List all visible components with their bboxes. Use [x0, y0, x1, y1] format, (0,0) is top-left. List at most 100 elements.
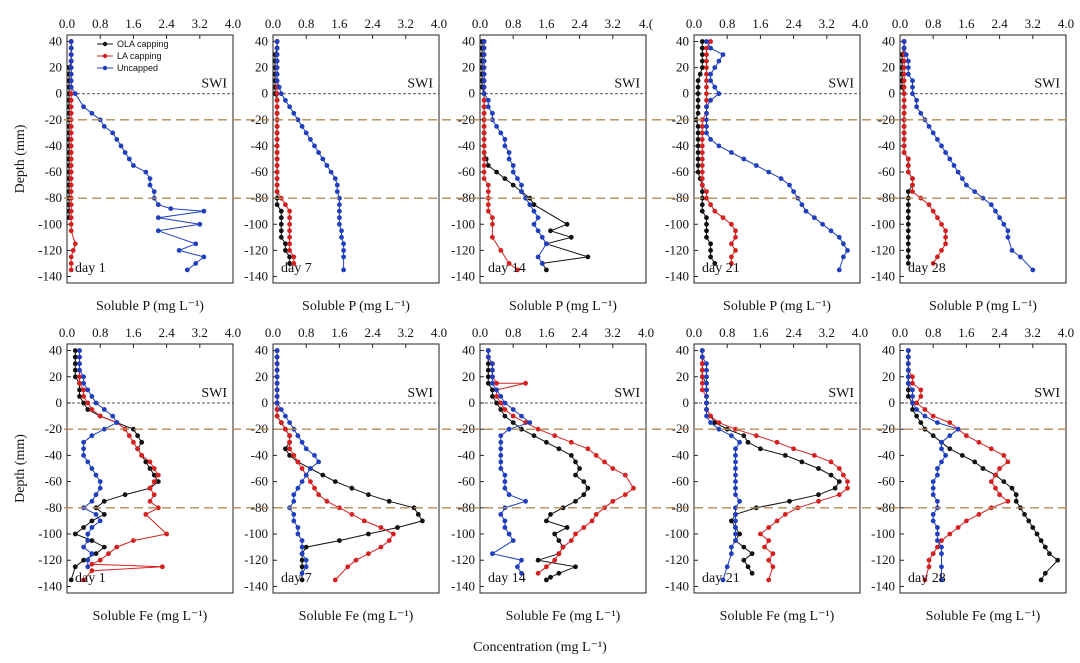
- soluble-p-panel-4-series-la-capping-point-34: [729, 261, 734, 266]
- soluble-fe-panel-2-series-uncapped-point-25: [291, 512, 297, 517]
- soluble-p-panel-5-series-uncapped-point-31: [1009, 248, 1015, 253]
- soluble-fe-panel-5-series-ola-capping-point-16: [959, 453, 965, 458]
- soluble-fe-panel-3-series-uncapped-point-27: [502, 525, 508, 530]
- soluble-p-panel-4-series-ola-capping-point-4: [699, 65, 705, 70]
- soluble-p-panel-1-series-uncapped-point-0: [68, 39, 74, 44]
- soluble-p-panel-4-xtick-label-5: 4.0: [852, 16, 868, 31]
- soluble-fe-panel-4-series-la-capping-point-17: [828, 459, 834, 465]
- soluble-fe-panel-4-series-uncapped-point-6: [704, 387, 709, 393]
- soluble-fe-panel-3-ytick-label-3: -20: [458, 421, 475, 436]
- soluble-p-panel-1-series-uncapped-point-29: [155, 228, 161, 234]
- soluble-fe-panel-4-series-ola-capping-point-32: [741, 557, 747, 563]
- soluble-fe-panel-5-series-uncapped-point-10: [922, 413, 928, 419]
- soluble-fe-panel-1-series-uncapped-point-26: [97, 518, 103, 524]
- soluble-fe-panel-3-day-label: day 14: [488, 571, 526, 586]
- soluble-p-panel-1: 0.0 0.8 1.6 2.4 3.2 4.0 40 20 0 -20 -40 -60 -80 -100 -…: [38, 16, 241, 314]
- soluble-fe-panel-2-series-uncapped-point-7: [274, 394, 280, 399]
- soluble-fe-panel-2-series-ola-capping-point-19: [320, 472, 326, 478]
- soluble-fe-panel-4-series-uncapped-point-7: [704, 394, 709, 399]
- soluble-fe-panel-4-series-ola-capping-point-30: [741, 544, 747, 550]
- soluble-fe-panel-2-series-ola-capping-point-29: [337, 538, 342, 543]
- soluble-fe-panel-2-series-uncapped-point-22: [291, 492, 297, 498]
- soluble-fe-panel-3-xtick-label-4: 3.2: [605, 325, 621, 340]
- soluble-p-panel-4-xtick-label-0: 0.0: [686, 16, 702, 31]
- soluble-p-panel-5-xtick-label-3: 2.4: [991, 16, 1008, 31]
- soluble-fe-panel-2-series-la-capping-point-22: [316, 492, 321, 498]
- soluble-fe-panel-4-xtick-label-0: 0.0: [686, 325, 702, 340]
- soluble-fe-panel-4-series-ola-capping-point-11: [712, 420, 718, 425]
- soluble-fe-panel-1-series-uncapped-point-29: [85, 538, 91, 543]
- soluble-fe-panel-1-series-ola-capping-point-27: [81, 525, 86, 530]
- soluble-p-panel-5-series-uncapped-point-9: [914, 97, 919, 103]
- soluble-fe-panel-4-series-la-capping-point-15: [791, 446, 796, 452]
- soluble-p-panel-4-series-la-capping-point-14: [699, 130, 705, 136]
- soluble-p-panel-4-series-uncapped-point-26: [803, 208, 809, 214]
- soluble-p-panel-5-series-la-capping-point-20: [905, 169, 911, 175]
- soluble-p-panel-2-series-uncapped-point-13: [299, 124, 305, 129]
- soluble-p-panel-3-series-ola-capping-point-28: [568, 234, 574, 240]
- soluble-fe-panel-5-series-la-capping-point-21: [993, 485, 998, 491]
- soluble-fe-panel-5-series-uncapped-point-11: [935, 420, 940, 425]
- soluble-p-panel-1-series-la-capping-point-14: [68, 130, 74, 136]
- soluble-p-panel-4-series-uncapped-point-11: [704, 110, 709, 116]
- soluble-p-panel-3-series-uncapped-point-2: [481, 52, 487, 57]
- soluble-fe-panel-2-series-la-capping-point-32: [353, 557, 359, 563]
- soluble-p-panel-5-series-la-capping-point-7: [901, 84, 907, 90]
- soluble-p-panel-4-series-la-capping-point-2: [704, 52, 709, 57]
- soluble-p-panel-5-series-la-capping-point-6: [901, 78, 907, 84]
- soluble-fe-panel-1-series-la-capping-point-7: [81, 394, 86, 399]
- soluble-fe-panel-3-series-ola-capping-point-18: [577, 466, 582, 471]
- soluble-p-panel-5-series-uncapped-point-22: [964, 182, 969, 188]
- soluble-fe-panel-5-series-uncapped-point-2: [905, 361, 911, 367]
- soluble-p-panel-4-series-la-capping-point-28: [729, 221, 734, 227]
- soluble-fe-panel-2-series-la-capping-point-26: [361, 518, 367, 524]
- soluble-fe-panel-2-series-uncapped-point-15: [303, 446, 309, 452]
- soluble-fe-panel-4-series-uncapped-point-18: [733, 466, 738, 471]
- soluble-p-panel-1-series-uncapped-point-8: [72, 91, 78, 97]
- soluble-fe-panel-2-series-uncapped-point-2: [274, 361, 280, 367]
- soluble-p-panel-3-series-la-capping-point-20: [481, 169, 487, 175]
- soluble-fe-panel-5-series-ola-capping-point-34: [1038, 577, 1044, 583]
- soluble-fe-panel-2-series-ola-capping-point-27: [395, 525, 400, 530]
- soluble-fe-panel-4-series-la-capping-point-27: [766, 525, 772, 530]
- soluble-p-panel-2-series-ola-capping-point-33: [287, 254, 292, 260]
- soluble-p-panel-4-series-ola-capping-point-1: [699, 45, 705, 51]
- soluble-fe-panel-5-xtick-label-3: 2.4: [991, 325, 1008, 340]
- soluble-p-panel-5-series-uncapped-point-2: [903, 52, 909, 57]
- soluble-p-panel-2-series-la-capping-point-32: [287, 248, 292, 253]
- soluble-fe-panel-1-series-uncapped-point-9: [101, 407, 107, 412]
- soluble-fe-panel-4-series-uncapped-point-2: [704, 361, 709, 367]
- soluble-fe-panel-1-series-ola-capping-point-3: [72, 367, 78, 373]
- soluble-p-panel-3-frame: [479, 34, 647, 284]
- soluble-fe-panel-3-series-uncapped-point-2: [490, 361, 495, 367]
- soluble-fe-panel-1-series-uncapped-point-12: [101, 426, 107, 432]
- soluble-fe-panel-4-series-ola-capping-point-18: [816, 466, 821, 471]
- soluble-fe-panel-4-series-uncapped-point-32: [724, 564, 730, 570]
- soluble-fe-panel-3-series-la-capping-point-32: [552, 557, 558, 563]
- soluble-p-panel-2-day-label: day 7: [281, 261, 312, 276]
- soluble-p-panel-3-series-la-capping-point-11: [481, 110, 487, 116]
- soluble-p-panel-1-series-uncapped-point-18: [131, 163, 136, 168]
- soluble-p-panel-5-series-ola-capping-point-33: [905, 254, 911, 260]
- soluble-fe-panel-5-series-ola-capping-point-10: [914, 413, 919, 419]
- soluble-fe-panel-4-series-la-capping-point-34: [766, 577, 772, 583]
- soluble-fe-panel-1-series-uncapped-point-32: [85, 557, 91, 563]
- soluble-fe-panel-2-series-la-capping-point-25: [349, 512, 355, 517]
- soluble-p-panel-2-series-uncapped-point-2: [274, 52, 280, 57]
- soluble-fe-panel-2-series-uncapped-point-3: [274, 367, 280, 373]
- soluble-fe-panel-5-series-uncapped-point-15: [939, 446, 944, 452]
- soluble-fe-panel-4-ytick-label-5: -60: [672, 474, 689, 489]
- soluble-p-panel-1-series-la-capping-point-27: [68, 215, 74, 221]
- soluble-fe-panel-4-series-ola-capping-point-14: [745, 439, 751, 445]
- soluble-fe-panel-2-series-uncapped-point-10: [283, 413, 288, 419]
- soluble-p-panel-3-series-uncapped-point-20: [510, 169, 516, 175]
- soluble-p-panel-2-series-uncapped-point-10: [287, 104, 292, 110]
- soluble-p-panel-1-xtick-label-2: 1.6: [125, 16, 142, 31]
- soluble-p-panel-2-ytick-label-5: -60: [251, 164, 268, 179]
- soluble-p-panel-5-series-la-capping-point-22: [910, 182, 915, 188]
- soluble-fe-panel-3-series-ola-capping-point-23: [573, 498, 578, 504]
- soluble-fe-panel-1-series-ola-capping-point-31: [93, 551, 99, 557]
- soluble-fe-panel-4-ytick-label-4: -40: [672, 447, 689, 462]
- soluble-fe-panel-1-series-uncapped-point-4: [81, 374, 86, 380]
- soluble-p-panel-4-series-uncapped-point-25: [799, 202, 805, 208]
